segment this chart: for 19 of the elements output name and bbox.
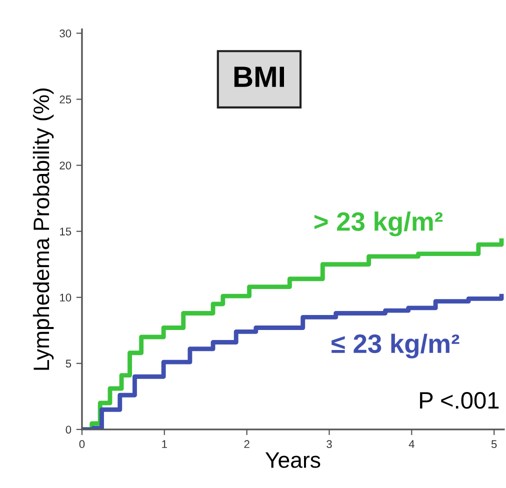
y-tick-label: 20 [60,162,72,170]
x-tick-label: 1 [162,440,167,448]
annotation: P <.001 [420,392,499,409]
y-tick-label: 10 [60,294,72,302]
y-tick-label: 5 [66,360,72,368]
x-tick-label: 5 [491,440,497,448]
x-tick-label: 2 [244,440,250,448]
y-axis-title: Lymphedema Probability (%) [32,88,54,370]
x-tick-label: 3 [326,440,332,448]
y-tick-label: 25 [60,96,72,104]
y-tick-label: 30 [60,30,72,38]
x-tick-label: 0 [79,440,85,448]
x-tick-label: 4 [408,440,414,448]
y-tick-label: 0 [66,426,72,434]
series-label: ≤ 23 kg/m² [332,334,460,358]
text: BMI [234,66,284,87]
y-tick-label: 15 [60,228,72,236]
series-label: > 23 kg/m² [314,212,443,236]
x-axis-title: Years [265,452,320,468]
